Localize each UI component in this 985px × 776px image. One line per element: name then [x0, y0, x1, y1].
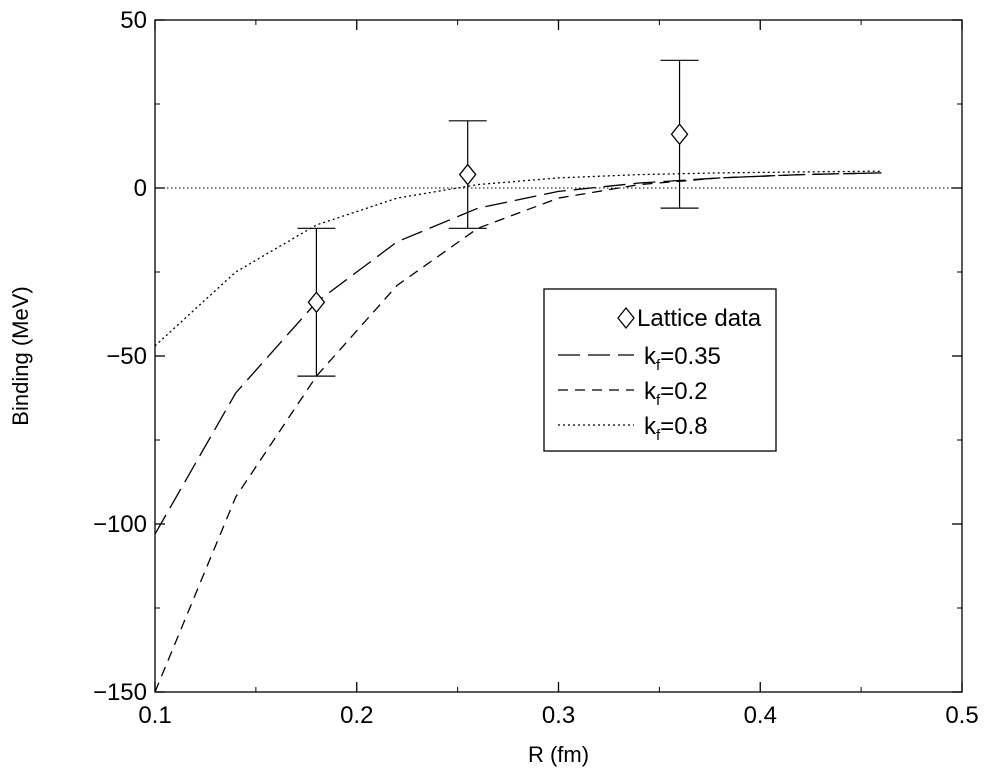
series-layer [154, 170, 882, 693]
axes: 0.1 0.2 0.3 0.4 0.5 −150 −100 −50 0 50 R (fm) Bindi… [8, 7, 979, 767]
y-tick-label: −100 [93, 511, 147, 538]
legend-label-2: kf=0.8 [644, 413, 708, 444]
series-line-0 [154, 172, 882, 535]
lattice-data-points [297, 59, 699, 377]
x-tick-label: 0.3 [542, 702, 575, 729]
series-line-2 [154, 170, 882, 347]
x-tick-label: 0.5 [945, 702, 978, 729]
y-axis-title: Binding (MeV) [8, 286, 33, 425]
series-line-1 [154, 172, 882, 693]
data-point-diamond [307, 291, 326, 314]
y-tick-label: 50 [120, 7, 147, 34]
legend: Lattice data kf=0.35 kf=0.2 kf=0.8 [543, 288, 777, 452]
legend-label-0: kf=0.35 [644, 343, 721, 374]
x-tick-label: 0.1 [138, 702, 171, 729]
legend-box [543, 288, 777, 452]
legend-label-1: kf=0.2 [644, 378, 708, 409]
x-axis-title: R (fm) [528, 742, 589, 767]
y-tick-label: −50 [106, 343, 147, 370]
legend-diamond-icon [617, 306, 635, 330]
data-point-diamond [458, 163, 477, 186]
legend-label-lattice-data: Lattice data [637, 305, 762, 332]
x-tick-label: 0.4 [744, 702, 777, 729]
y-tick-label: −150 [93, 679, 147, 706]
x-tick-label: 0.2 [340, 702, 373, 729]
y-tick-label: 0 [134, 175, 147, 202]
data-point-diamond [670, 123, 689, 146]
